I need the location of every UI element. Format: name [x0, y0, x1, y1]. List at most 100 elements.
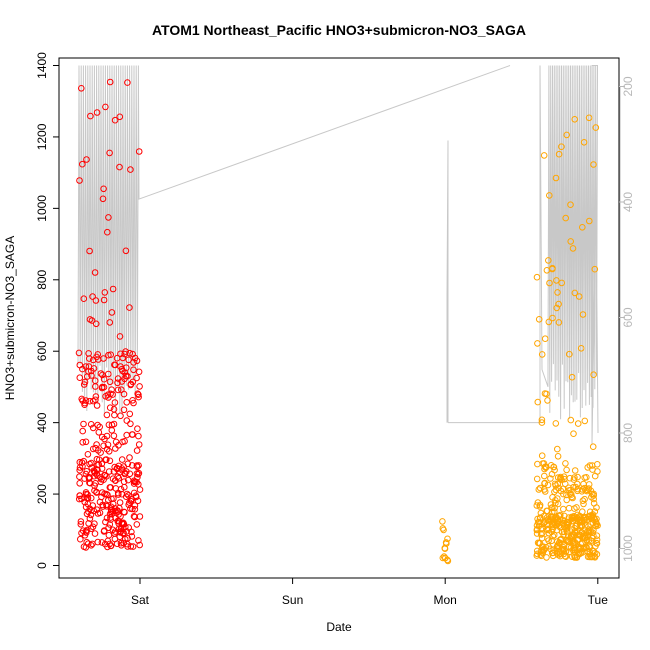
data-point: [541, 479, 549, 487]
data-point: [111, 399, 119, 406]
data-point: [561, 552, 569, 560]
data-point: [590, 371, 597, 379]
data-point: [106, 457, 114, 465]
data-point: [93, 441, 100, 448]
data-point: [92, 396, 99, 404]
data-point: [585, 530, 593, 537]
data-point: [571, 467, 579, 474]
data-point: [573, 554, 581, 561]
data-point: [117, 529, 124, 536]
data-point: [121, 535, 129, 543]
data-point: [80, 457, 87, 465]
data-point: [105, 370, 112, 378]
data-point: [134, 471, 142, 478]
data-point: [87, 525, 95, 533]
data-point: [545, 318, 553, 326]
data-point: [537, 514, 544, 521]
data-point: [591, 554, 599, 561]
data-point: [79, 427, 86, 435]
data-point: [88, 464, 95, 471]
data-point: [571, 116, 579, 123]
data-point: [133, 374, 140, 382]
data-point: [76, 473, 83, 481]
data-point: [578, 540, 586, 547]
data-point: [585, 527, 593, 534]
data-point: [574, 480, 581, 488]
data-point: [122, 247, 130, 255]
data-point: [90, 365, 98, 372]
data-point: [118, 542, 125, 549]
y-tick-label: 1000: [35, 195, 49, 222]
data-point: [567, 416, 575, 424]
data-point: [560, 505, 567, 513]
data-point: [554, 495, 561, 502]
data-point: [82, 470, 90, 478]
y-tick-label: 800: [35, 269, 49, 289]
y-tick-label: 1200: [35, 123, 49, 150]
data-point: [91, 487, 98, 494]
data-point: [560, 520, 567, 527]
data-point: [129, 505, 136, 513]
data-point: [77, 521, 85, 528]
data-point: [575, 293, 583, 300]
data-point: [549, 532, 557, 540]
data-point: [103, 490, 110, 498]
data-point: [93, 109, 101, 116]
data-point: [108, 506, 115, 514]
data-point: [120, 520, 128, 528]
data-point: [129, 431, 136, 438]
data-point: [571, 544, 579, 552]
data-point: [126, 470, 134, 478]
data-point: [88, 459, 95, 467]
data-point: [103, 503, 110, 510]
data-point: [101, 289, 109, 296]
data-point: [587, 487, 595, 495]
data-point: [563, 466, 570, 474]
data-point: [129, 543, 137, 550]
y-axis-label: HNO3+submicron-NO3_SAGA: [3, 236, 17, 400]
data-point: [535, 316, 543, 323]
right-y-tick-label: 600: [621, 307, 635, 327]
data-point: [81, 401, 88, 409]
data-point: [577, 345, 585, 352]
data-point: [562, 553, 570, 561]
y-tick-label: 0: [35, 562, 49, 569]
data-point: [555, 150, 563, 158]
data-point: [82, 438, 90, 446]
data-point: [131, 354, 139, 362]
data-point: [574, 473, 581, 481]
data-point: [533, 547, 541, 555]
data-point: [561, 512, 568, 520]
data-point: [102, 103, 109, 111]
data-point: [126, 410, 134, 418]
data-point: [89, 445, 97, 453]
data-point: [121, 350, 128, 358]
data-point: [111, 535, 119, 543]
data-point: [76, 374, 84, 382]
data-point: [106, 484, 114, 491]
data-point: [84, 373, 91, 380]
data-point: [553, 277, 560, 284]
data-point: [581, 495, 588, 503]
data-point: [97, 449, 104, 456]
plot-area: [75, 65, 601, 565]
data-point: [548, 470, 556, 478]
data-point: [107, 514, 114, 521]
data-point: [574, 420, 582, 427]
data-point: [576, 522, 584, 530]
data-point: [546, 279, 553, 287]
data-point: [567, 544, 575, 552]
data-point: [116, 499, 124, 506]
data-point: [585, 481, 593, 488]
data-point: [80, 543, 88, 551]
data-point: [106, 540, 113, 548]
data-point: [579, 311, 587, 318]
data-point: [89, 293, 96, 300]
data-point: [124, 79, 131, 86]
data-point: [135, 432, 142, 440]
data-point: [84, 451, 92, 458]
data-point: [126, 304, 133, 311]
data-point: [125, 356, 132, 364]
